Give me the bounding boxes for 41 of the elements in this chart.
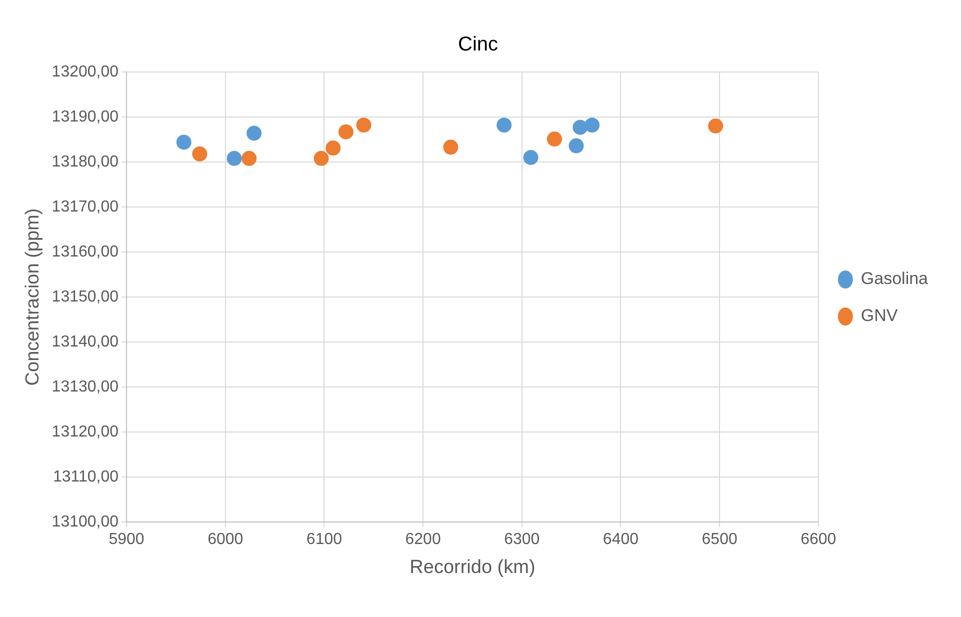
y-tick-label: 13180,00: [52, 153, 119, 170]
y-tick-label: 13120,00: [52, 423, 119, 440]
point: [338, 124, 354, 140]
y-tick-label: 13170,00: [52, 198, 119, 216]
point: [708, 118, 724, 134]
x-tick-label: 6600: [800, 531, 836, 548]
point: [242, 150, 257, 166]
y-tick-label: 13200,00: [52, 63, 119, 80]
point: [314, 150, 329, 166]
x-tick-label: 6300: [504, 531, 540, 548]
point: [443, 140, 458, 155]
x-tick-label: 5900: [108, 531, 144, 548]
y-tick-label: 13150,00: [52, 288, 119, 306]
point: [547, 132, 562, 147]
point: [356, 118, 372, 133]
y-tick-label: 13190,00: [52, 108, 119, 126]
point: [572, 120, 588, 135]
point: [568, 138, 584, 154]
point: [496, 118, 512, 133]
point: [523, 150, 538, 165]
x-tick-label: 6400: [602, 531, 639, 548]
x-tick-label: 6500: [702, 531, 738, 548]
point: [246, 126, 262, 141]
x-tick-label: 6200: [405, 531, 441, 548]
point: [584, 118, 600, 133]
point: [326, 140, 341, 156]
y-tick-label: 13160,00: [52, 243, 119, 260]
x-tick-label: 6000: [208, 531, 244, 548]
y-tick-label: 13110,00: [52, 468, 119, 486]
x-tick-label: 6100: [306, 531, 342, 548]
y-tick-label: 13100,00: [52, 513, 119, 530]
point: [176, 134, 192, 150]
y-tick-label: 13130,00: [52, 378, 119, 396]
point: [226, 150, 242, 166]
x-axis-title: Recorrido (km): [410, 556, 536, 578]
y-tick-label: 13140,00: [52, 333, 119, 350]
legend-label: Gasolina: [860, 269, 929, 288]
point: [192, 146, 208, 162]
legend-label: GNV: [860, 306, 898, 326]
chart-title: Cinc: [458, 34, 498, 56]
y-axis-title: Concentracion (ppm): [22, 208, 44, 386]
